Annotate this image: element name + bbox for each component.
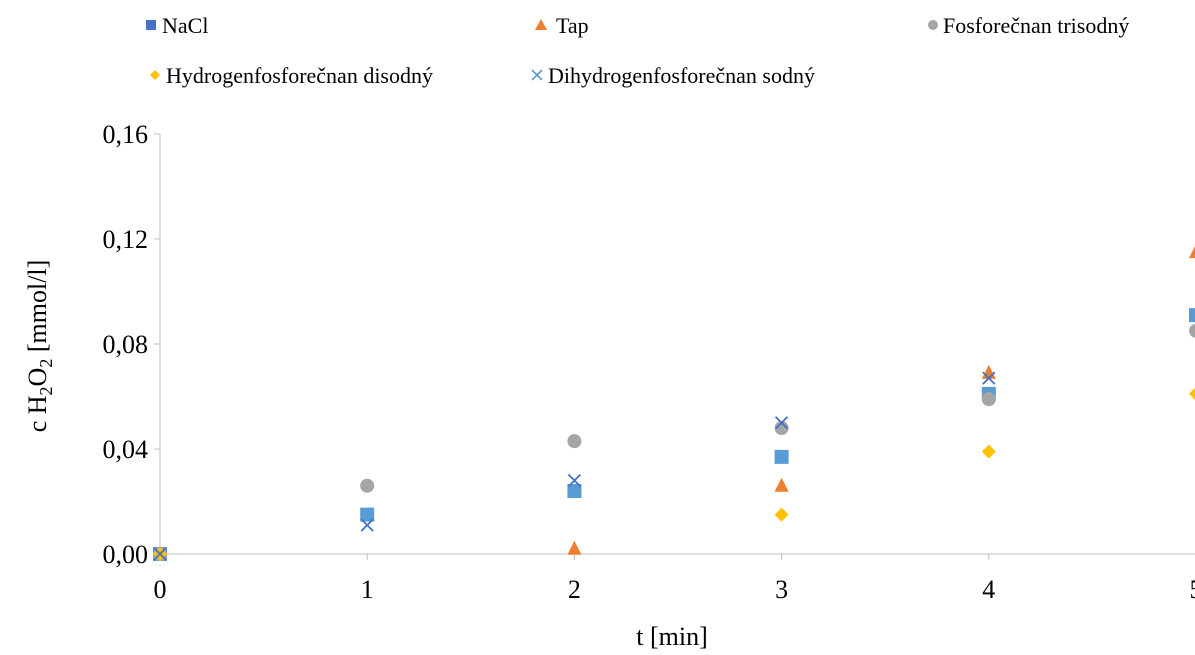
data-point: [360, 507, 375, 522]
y-tick-label: 0,04: [103, 435, 149, 464]
legend-label: Tap: [556, 13, 589, 38]
data-point: [981, 444, 996, 459]
data-point: [774, 449, 789, 464]
legend-item-tap: Tap: [535, 13, 589, 38]
y-tick-label: 0,00: [103, 540, 149, 569]
series-tap: [153, 246, 1195, 560]
y-tick-label: 0,16: [103, 120, 149, 149]
series-fosfore-nan-trisodn-: [153, 323, 1195, 561]
data-point: [360, 518, 374, 532]
data-point: [567, 540, 582, 555]
data-point: [1189, 246, 1195, 259]
data-point: [567, 484, 582, 498]
legend-marker-circle: [928, 20, 938, 30]
x-tick-label: 1: [361, 575, 374, 604]
data-point: [774, 507, 789, 522]
data-point: [981, 392, 996, 407]
x-tick-label: 2: [568, 575, 581, 604]
y-tick-label: 0,12: [103, 225, 149, 254]
y-axis-title: c H2O2 [mmol/l]: [23, 260, 56, 433]
data-point: [774, 477, 789, 492]
legend-marker-x: [531, 69, 543, 81]
data-point: [774, 421, 789, 435]
x-tick-label: 5: [1190, 575, 1195, 604]
data-point: [1189, 308, 1195, 323]
legend-item-hydrogenfosforecnan-disodny: Hydrogenfosforečnan disodný: [150, 63, 433, 88]
legend-marker-diamond: [150, 70, 160, 80]
legend-label: NaCl: [162, 13, 208, 38]
legend-label: Fosforečnan trisodný: [943, 13, 1129, 38]
data-point: [1189, 387, 1195, 400]
legend-label: Hydrogenfosforečnan disodný: [166, 63, 433, 88]
axes: [159, 134, 1195, 555]
data-point: [774, 416, 789, 430]
x-axis-title: t [min]: [636, 622, 708, 651]
data-point: [567, 473, 582, 488]
plot-area: [153, 246, 1195, 561]
legend-marker-square: [146, 20, 156, 30]
legend: NaCl Tap Fosforečnan trisodný Hydrogenfo…: [146, 13, 1129, 88]
data-point: [982, 371, 996, 385]
series-hydrogenfosfore-nan-disodn-: [153, 387, 1195, 561]
y-tick-labels: 0,00 0,04 0,08 0,12 0,16: [103, 120, 160, 569]
y-tick-label: 0,08: [103, 330, 149, 359]
legend-item-nacl: NaCl: [146, 13, 208, 38]
data-point: [1189, 323, 1195, 338]
data-point: [360, 478, 375, 493]
series-dihydrogenfosfore-nan-sodn-: [153, 371, 996, 561]
legend-item-fosforecnan-trisodny: Fosforečnan trisodný: [928, 13, 1129, 38]
legend-label: Dihydrogenfosforečnan sodný: [548, 63, 815, 88]
x-tick-label: 0: [154, 575, 167, 604]
data-point: [981, 364, 996, 379]
x-tick-labels: 0 1 2 3 4 5: [154, 554, 1195, 604]
legend-marker-triangle: [535, 19, 547, 30]
legend-item-dihydrogenfosforecnan-sodny: Dihydrogenfosforečnan sodný: [531, 63, 815, 88]
data-point: [567, 434, 582, 449]
series-nacl: [153, 308, 1195, 561]
x-tick-label: 4: [982, 575, 995, 604]
data-point: [153, 547, 167, 561]
x-tick-label: 3: [775, 575, 788, 604]
